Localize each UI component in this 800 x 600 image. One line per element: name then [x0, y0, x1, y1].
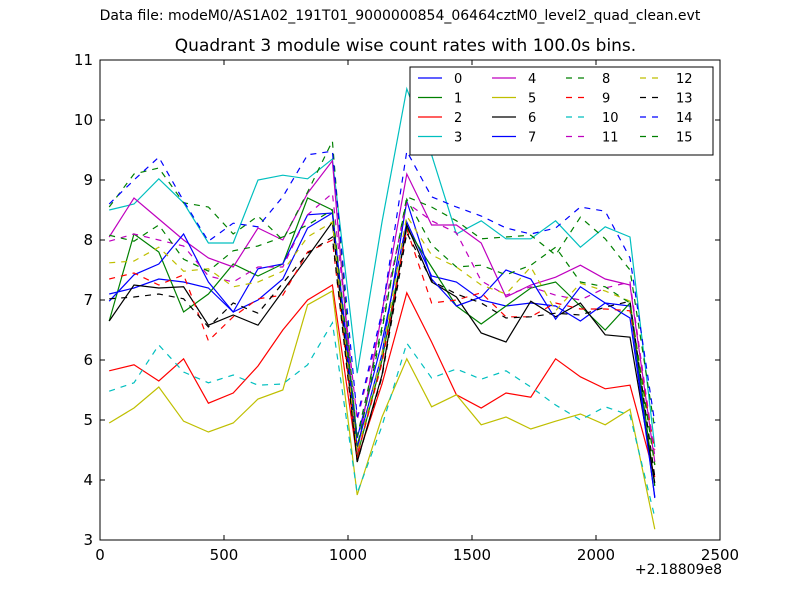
- series-line-2: [109, 284, 656, 478]
- legend-label-14: 14: [676, 111, 693, 126]
- legend-label-8: 8: [602, 72, 610, 87]
- legend-label-9: 9: [602, 92, 610, 107]
- series-line-3: [109, 86, 656, 448]
- x-tick-label: 2000: [577, 546, 615, 564]
- y-tick-label: 6: [83, 351, 93, 369]
- legend-label-13: 13: [676, 92, 693, 107]
- x-tick-label: 1000: [329, 546, 367, 564]
- data-file-label: Data file: modeM0/AS1A02_191T01_90000008…: [99, 8, 701, 24]
- y-tick-label: 8: [83, 231, 93, 249]
- series-line-0: [109, 212, 656, 499]
- x-tick-label: 500: [210, 546, 239, 564]
- legend-label-5: 5: [528, 92, 536, 107]
- legend-label-3: 3: [454, 131, 462, 146]
- y-tick-label: 10: [74, 111, 93, 129]
- y-tick-label: 3: [83, 531, 93, 549]
- x-tick-label: 0: [95, 546, 105, 564]
- legend-label-11: 11: [602, 131, 619, 146]
- x-tick-label: 1500: [453, 546, 491, 564]
- legend-box: [409, 66, 714, 156]
- series-line-8: [108, 138, 656, 448]
- y-tick-label: 7: [83, 291, 93, 309]
- y-tick-label: 9: [83, 171, 93, 189]
- legend-label-7: 7: [528, 131, 536, 146]
- series-line-12: [109, 214, 656, 466]
- legend-label-4: 4: [528, 72, 536, 87]
- x-tick-label: 2500: [701, 546, 739, 564]
- series-line-6: [108, 220, 656, 484]
- series-line-11: [109, 191, 656, 457]
- series-line-1: [108, 197, 656, 487]
- legend-label-12: 12: [676, 72, 693, 87]
- y-tick-label: 11: [74, 51, 93, 69]
- x-axis-offset-label: +2.18809e8: [634, 562, 722, 578]
- series-line-15: [109, 197, 656, 466]
- legend-label-6: 6: [528, 111, 536, 126]
- series-line-14: [108, 149, 656, 424]
- legend-label-2: 2: [454, 111, 462, 126]
- series-line-13: [109, 230, 656, 478]
- legend-label-10: 10: [602, 111, 619, 126]
- series-line-5: [108, 290, 656, 530]
- chart-title: Quadrant 3 module wise count rates with …: [174, 36, 637, 56]
- legend-label-15: 15: [676, 131, 693, 146]
- legend-label-0: 0: [454, 72, 462, 87]
- legend-label-1: 1: [454, 92, 462, 107]
- y-tick-label: 5: [83, 411, 93, 429]
- y-tick-label: 4: [83, 471, 93, 489]
